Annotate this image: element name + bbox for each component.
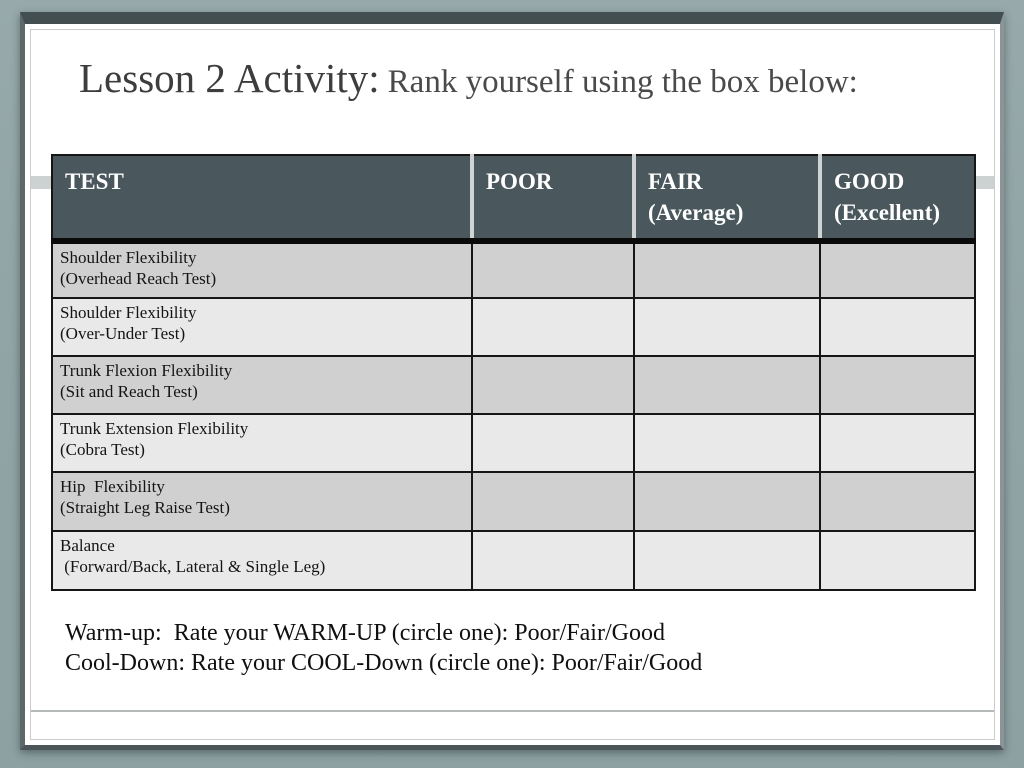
column-header-test: TEST <box>52 155 472 244</box>
header-fair-line1: FAIR <box>648 169 703 194</box>
test-name: Hip Flexibility <box>60 477 165 496</box>
good-cell <box>819 530 976 591</box>
test-detail: (Sit and Reach Test) <box>60 382 198 402</box>
footer-divider-line <box>31 710 994 712</box>
test-detail: (Cobra Test) <box>60 440 145 460</box>
table-row: Trunk Extension Flexibility (Cobra Test) <box>51 413 976 473</box>
poor-cell <box>471 530 635 591</box>
test-detail: (Straight Leg Raise Test) <box>60 498 230 518</box>
test-name-cell: Hip Flexibility (Straight Leg Raise Test) <box>51 471 473 532</box>
test-name-cell: Trunk Extension Flexibility (Cobra Test) <box>51 413 473 473</box>
header-poor-line1: POOR <box>486 169 553 194</box>
fair-cell <box>633 530 821 591</box>
header-good-line2: (Excellent) <box>834 200 941 226</box>
test-name-cell: Balance (Forward/Back, Lateral & Single … <box>51 530 473 591</box>
slide: Lesson 2 Activity: Rank yourself using th… <box>20 12 1004 750</box>
test-name-cell: Shoulder Flexibility (Overhead Reach Test… <box>51 240 473 299</box>
table-row: Trunk Flexion Flexibility (Sit and Reach … <box>51 355 976 415</box>
test-detail: (Forward/Back, Lateral & Single Leg) <box>60 557 326 577</box>
subtitle-text: Rank yourself using the box below: <box>387 64 858 100</box>
table-row: Hip Flexibility (Straight Leg Raise Test) <box>51 471 976 532</box>
test-name: Balance <box>60 536 115 555</box>
good-cell <box>819 355 976 415</box>
ranking-table: TEST POOR FAIR (Average) GOOD (Excellent) <box>51 154 976 591</box>
table-row: Shoulder Flexibility (Overhead Reach Test… <box>51 240 976 299</box>
poor-cell <box>471 355 635 415</box>
poor-cell <box>471 471 635 532</box>
good-cell <box>819 297 976 357</box>
header-fair-line2: (Average) <box>648 200 744 226</box>
test-detail: (Over-Under Test) <box>60 324 186 344</box>
poor-cell <box>471 240 635 299</box>
fair-cell <box>633 297 821 357</box>
header-good-line1: GOOD <box>834 169 905 194</box>
fair-cell <box>633 471 821 532</box>
rating-notes: Warm-up: Rate your WARM-UP (circle one):… <box>65 618 925 678</box>
title-text: Lesson 2 Activity: <box>79 55 380 101</box>
table-row: Shoulder Flexibility (Over-Under Test) <box>51 297 976 357</box>
good-cell <box>819 413 976 473</box>
header-test-line1: TEST <box>65 169 124 194</box>
fair-cell <box>633 355 821 415</box>
column-header-fair: FAIR (Average) <box>632 155 820 244</box>
test-name: Shoulder Flexibility <box>60 303 197 322</box>
test-name: Trunk Flexion Flexibility <box>60 361 233 380</box>
test-detail: (Overhead Reach Test) <box>60 269 217 289</box>
column-header-good: GOOD (Excellent) <box>818 155 975 244</box>
test-name: Trunk Extension Flexibility <box>60 419 249 438</box>
poor-cell <box>471 413 635 473</box>
test-name-cell: Trunk Flexion Flexibility (Sit and Reach … <box>51 355 473 415</box>
fair-cell <box>633 413 821 473</box>
slide-title: Lesson 2 Activity: Rank yourself using th… <box>79 54 979 102</box>
poor-cell <box>471 297 635 357</box>
table-header-row: TEST POOR FAIR (Average) GOOD (Excellent) <box>52 155 975 244</box>
column-header-poor: POOR <box>470 155 634 244</box>
cooldown-note: Cool-Down: Rate your COOL-Down (circle o… <box>65 650 703 676</box>
test-name-cell: Shoulder Flexibility (Over-Under Test) <box>51 297 473 357</box>
test-name: Shoulder Flexibility <box>60 248 197 267</box>
table-row: Balance (Forward/Back, Lateral & Single … <box>51 530 976 591</box>
good-cell <box>819 240 976 299</box>
warmup-note: Warm-up: Rate your WARM-UP (circle one):… <box>65 620 665 646</box>
good-cell <box>819 471 976 532</box>
fair-cell <box>633 240 821 299</box>
